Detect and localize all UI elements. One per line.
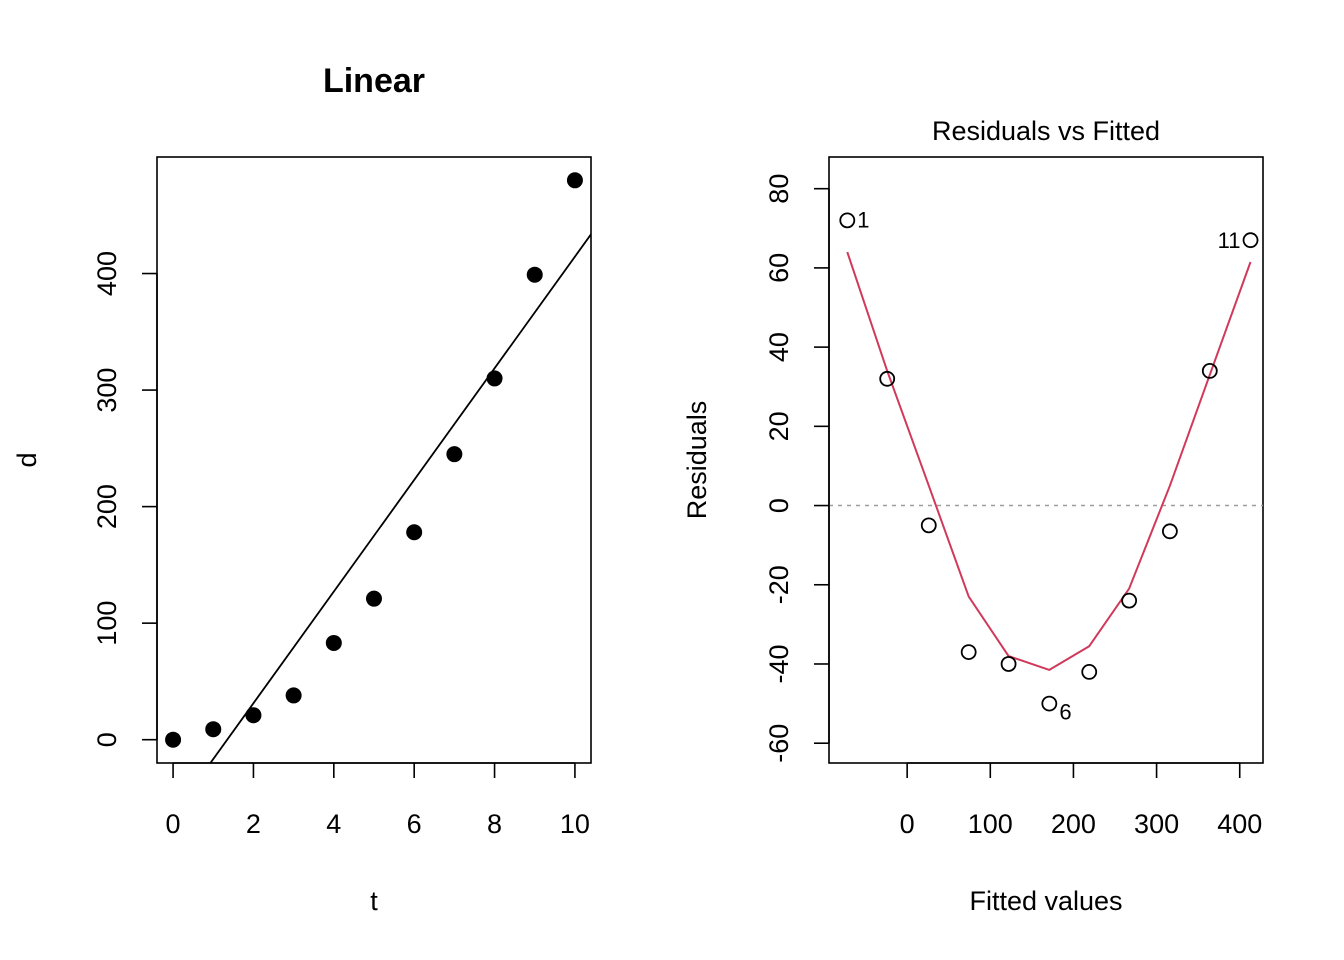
linear-x-tick-label: 4 bbox=[326, 809, 341, 839]
residuals-x-axis-label: Fitted values bbox=[969, 886, 1122, 916]
linear-data-point bbox=[366, 590, 382, 607]
residuals-data-point bbox=[1041, 695, 1058, 712]
residuals-x-tick-label: 200 bbox=[1051, 809, 1096, 839]
linear-data-point bbox=[205, 721, 222, 738]
residuals-data-point bbox=[1121, 592, 1138, 609]
residuals-y-tick-label: 80 bbox=[764, 174, 794, 204]
residuals-x-tick-label: 100 bbox=[968, 809, 1013, 839]
residuals-point-label: 11 bbox=[1218, 228, 1241, 253]
linear-y-tick-label: 100 bbox=[92, 601, 122, 646]
linear-title: Linear bbox=[323, 62, 425, 100]
linear-x-tick-label: 10 bbox=[560, 809, 590, 839]
residuals-plot-box bbox=[828, 156, 1264, 764]
linear-x-tick-label: 0 bbox=[166, 809, 181, 839]
residuals-axes: 0 100 200 300 400 -60 -40 -20 0 20 40 60 80 bbox=[764, 174, 1262, 839]
residuals-data-point bbox=[1081, 664, 1098, 680]
linear-y-axis-label: d bbox=[12, 452, 42, 467]
residuals-data-point bbox=[879, 370, 896, 387]
residuals-y-tick-label: 0 bbox=[764, 498, 794, 513]
residuals-data-point bbox=[1161, 523, 1178, 540]
residuals-data-point bbox=[1201, 362, 1218, 379]
residuals-y-tick-label: -40 bbox=[764, 644, 794, 683]
linear-y-tick-label: 300 bbox=[92, 368, 122, 413]
linear-points bbox=[165, 172, 583, 748]
residuals-y-tick-label: 60 bbox=[764, 253, 794, 283]
linear-data-point bbox=[566, 172, 583, 189]
linear-x-tick-label: 6 bbox=[407, 809, 422, 839]
residuals-panel: Residuals vs Fitted Fitted values Residu… bbox=[682, 116, 1264, 916]
residuals-point-label: 1 bbox=[857, 207, 869, 232]
linear-y-tick-label: 0 bbox=[92, 732, 122, 747]
residuals-data-point bbox=[1000, 656, 1017, 672]
residuals-data-point bbox=[839, 212, 856, 229]
residuals-x-tick-label: 0 bbox=[900, 809, 915, 839]
residuals-y-axis-label: Residuals bbox=[682, 401, 712, 520]
residuals-y-tick-label: -60 bbox=[764, 724, 794, 763]
residuals-title: Residuals vs Fitted bbox=[932, 116, 1160, 146]
residuals-x-tick-label: 300 bbox=[1134, 809, 1179, 839]
linear-data-point bbox=[245, 707, 262, 724]
linear-data-point bbox=[486, 370, 503, 387]
linear-plot-box bbox=[156, 156, 592, 764]
linear-data-point bbox=[526, 266, 543, 283]
residuals-y-tick-label: 40 bbox=[764, 332, 794, 362]
linear-fit-line bbox=[209, 233, 591, 763]
residuals-smooth-group bbox=[846, 251, 1252, 671]
linear-x-axis-label: t bbox=[370, 886, 378, 916]
linear-x-tick-label: 2 bbox=[246, 809, 261, 839]
residuals-y-tick-label: 20 bbox=[764, 411, 794, 441]
linear-data-point bbox=[165, 731, 182, 748]
linear-data-point bbox=[446, 446, 463, 463]
linear-fit-line-group bbox=[209, 233, 591, 763]
residuals-smooth-line bbox=[846, 251, 1252, 671]
linear-data-point bbox=[285, 687, 302, 704]
linear-y-tick-label: 200 bbox=[92, 484, 122, 529]
residuals-y-tick-label: -20 bbox=[764, 565, 794, 604]
residuals-data-point bbox=[920, 517, 937, 534]
linear-data-point bbox=[325, 634, 342, 651]
linear-x-tick-label: 8 bbox=[487, 809, 502, 839]
linear-y-tick-label: 400 bbox=[92, 251, 122, 296]
residuals-data-point bbox=[1242, 232, 1259, 249]
residuals-data-point bbox=[960, 644, 977, 660]
residuals-point-label: 6 bbox=[1059, 700, 1071, 725]
residuals-x-tick-label: 400 bbox=[1217, 809, 1262, 839]
linear-data-point bbox=[406, 524, 423, 541]
